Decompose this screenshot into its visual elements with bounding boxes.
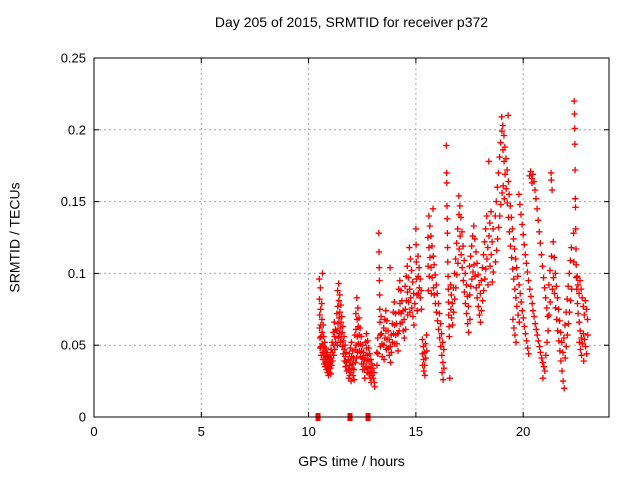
y-tick-label: 0 — [79, 410, 86, 425]
x-tick-label: 20 — [516, 424, 530, 439]
y-tick-label: 0.25 — [61, 51, 86, 66]
y-tick-label: 0.05 — [61, 338, 86, 353]
plot-border — [93, 57, 610, 418]
x-axis-label: GPS time / hours — [298, 453, 405, 469]
x-tick-label: 15 — [409, 424, 423, 439]
y-tick-label: 0.2 — [68, 122, 86, 137]
x-tick-label: 5 — [198, 424, 205, 439]
y-tick-label: 0.1 — [68, 266, 86, 281]
y-tick-label: 0.15 — [61, 194, 86, 209]
x-tick-label: 0 — [90, 424, 97, 439]
scatter-series — [316, 97, 591, 392]
x-tick-label: 10 — [301, 424, 315, 439]
chart-title: Day 205 of 2015, SRMTID for receiver p37… — [214, 14, 489, 30]
